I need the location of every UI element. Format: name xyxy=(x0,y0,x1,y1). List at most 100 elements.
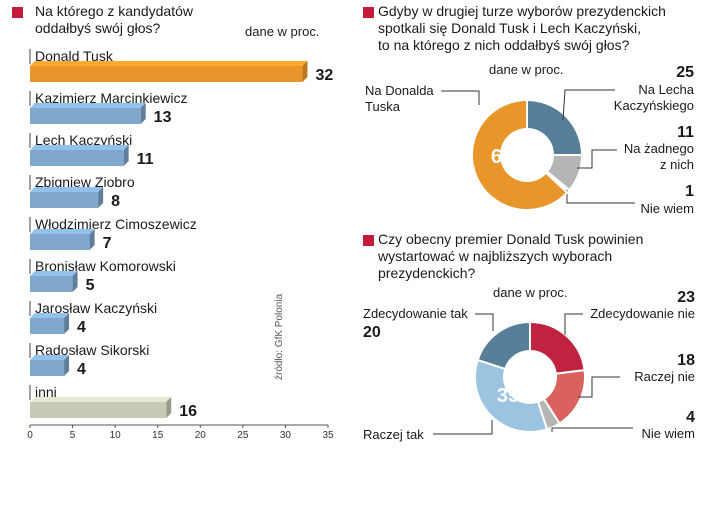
bar-chart-unit-note: dane w proc. xyxy=(245,24,320,39)
slice-value-label: 11 xyxy=(677,124,694,141)
slice-value-label: 20 xyxy=(363,324,381,341)
slice-value-label: 35 xyxy=(497,385,519,407)
x-tick-label: 30 xyxy=(280,430,292,441)
x-tick-label: 20 xyxy=(195,430,207,441)
bar-top xyxy=(30,355,70,360)
bar xyxy=(30,318,65,334)
slice-value-label: 18 xyxy=(677,352,695,369)
bar xyxy=(30,402,167,418)
slice-category-label: Nie wiem xyxy=(642,426,695,441)
donut-slice xyxy=(529,320,586,375)
slice-category-label: Raczej tak xyxy=(363,427,424,442)
bar-value-label: 5 xyxy=(86,277,95,294)
bar-side xyxy=(123,145,129,166)
x-tick-label: 0 xyxy=(27,430,33,441)
donut1-unit-note: dane w proc. xyxy=(489,62,564,77)
bar-side xyxy=(72,271,78,292)
x-tick-label: 15 xyxy=(152,430,164,441)
slice-category-label: Raczej nie xyxy=(634,369,695,384)
bar-chart-svg: Donald Tusk 32 Kazimierz Marcinkiewicz 13 Le… xyxy=(27,48,334,441)
bullet-square xyxy=(363,235,374,246)
bar-chart-question: Na którego z kandydatów oddałbyś swój gł… xyxy=(35,3,193,36)
candidate-bar-chart-panel: Na którego z kandydatów oddałbyś swój gł… xyxy=(0,0,345,445)
slice-value-label: 25 xyxy=(676,64,694,81)
bar-value-label: 7 xyxy=(103,235,112,252)
bar xyxy=(30,276,73,292)
category-label: Jarosław Kaczyński xyxy=(35,300,157,316)
slice-value-label: 1 xyxy=(685,183,694,200)
leader-line xyxy=(578,376,620,398)
bar-value-label: 11 xyxy=(137,151,154,168)
bar-side xyxy=(98,187,104,208)
x-tick-label: 25 xyxy=(237,430,249,441)
bar-value-label: 4 xyxy=(77,361,86,378)
leader-line xyxy=(433,420,493,435)
slice-category-label: Na żadnego xyxy=(624,141,694,156)
bar-value-label: 13 xyxy=(154,109,172,126)
bar-value-label: 16 xyxy=(179,403,197,420)
bar-side xyxy=(140,103,146,124)
leader-line xyxy=(564,313,583,335)
bar-top xyxy=(30,61,308,66)
category-label: Bronisław Komorowski xyxy=(35,258,176,274)
donut-slice xyxy=(526,98,584,156)
bar-side xyxy=(166,397,172,418)
slice-value-label: 63 xyxy=(491,146,513,168)
bar xyxy=(30,108,141,124)
bar-value-label: 8 xyxy=(111,193,120,210)
bar xyxy=(30,150,124,166)
bar xyxy=(30,192,99,208)
bar-value-label: 32 xyxy=(315,67,333,84)
donut2-unit-note: dane w proc. xyxy=(493,285,568,300)
bar-top xyxy=(30,271,78,276)
category-label: Kazimierz Marcinkiewicz xyxy=(35,90,187,106)
x-tick-label: 35 xyxy=(322,430,334,441)
donut-slice xyxy=(476,320,531,371)
runoff-donut-panel: Gdyby w drugiej turze wyborów prezydenck… xyxy=(355,0,720,225)
donut1-question: Gdyby w drugiej turze wyborów prezydenck… xyxy=(378,3,666,53)
donut2-question: Czy obecny premier Donald Tusk powinien … xyxy=(378,231,644,281)
category-label: Radosław Sikorski xyxy=(35,342,149,358)
donut-slice xyxy=(474,358,549,433)
bar xyxy=(30,234,90,250)
tusk-candidacy-donut-panel: Czy obecny premier Donald Tusk powinien … xyxy=(355,225,720,445)
slice-category-label: Zdecydowanie nie xyxy=(590,306,695,321)
bullet-square xyxy=(12,7,23,18)
slice-category-label: z nich xyxy=(660,157,694,172)
bar-top xyxy=(30,145,129,150)
x-tick-label: 10 xyxy=(110,430,122,441)
bar-top xyxy=(30,313,70,318)
bar-side xyxy=(89,229,95,250)
source-note: źródło: GfK Polonia xyxy=(274,293,285,380)
bar-side xyxy=(302,61,308,82)
category-label: Donald Tusk xyxy=(35,48,114,64)
bar-top xyxy=(30,187,104,192)
bar-top xyxy=(30,397,172,402)
slice-value-label: 4 xyxy=(686,409,695,426)
x-tick-label: 5 xyxy=(70,430,76,441)
bar xyxy=(30,66,303,82)
leader-line xyxy=(562,89,615,121)
slice-category-label: Tuska xyxy=(365,99,401,114)
slice-category-label: Kaczyńskiego xyxy=(614,98,694,113)
slice-category-label: Zdecydowanie tak xyxy=(363,306,468,321)
leader-line xyxy=(551,427,633,432)
leader-line xyxy=(577,149,617,169)
leader-line xyxy=(566,190,635,204)
bullet-square xyxy=(363,7,374,18)
bar-value-label: 4 xyxy=(77,319,86,336)
slice-category-label: Nie wiem xyxy=(641,201,694,216)
bar-side xyxy=(64,355,70,376)
bar-top xyxy=(30,103,146,108)
slice-category-label: Na Lecha xyxy=(638,82,694,97)
bar-top xyxy=(30,229,95,234)
category-label: inni xyxy=(35,384,57,400)
donut-slice xyxy=(471,98,569,211)
category-label: Włodzimierz Cimoszewicz xyxy=(35,216,197,232)
slice-value-label: 23 xyxy=(677,289,695,306)
bar-side xyxy=(64,313,70,334)
bar xyxy=(30,360,65,376)
leader-line xyxy=(441,90,480,105)
